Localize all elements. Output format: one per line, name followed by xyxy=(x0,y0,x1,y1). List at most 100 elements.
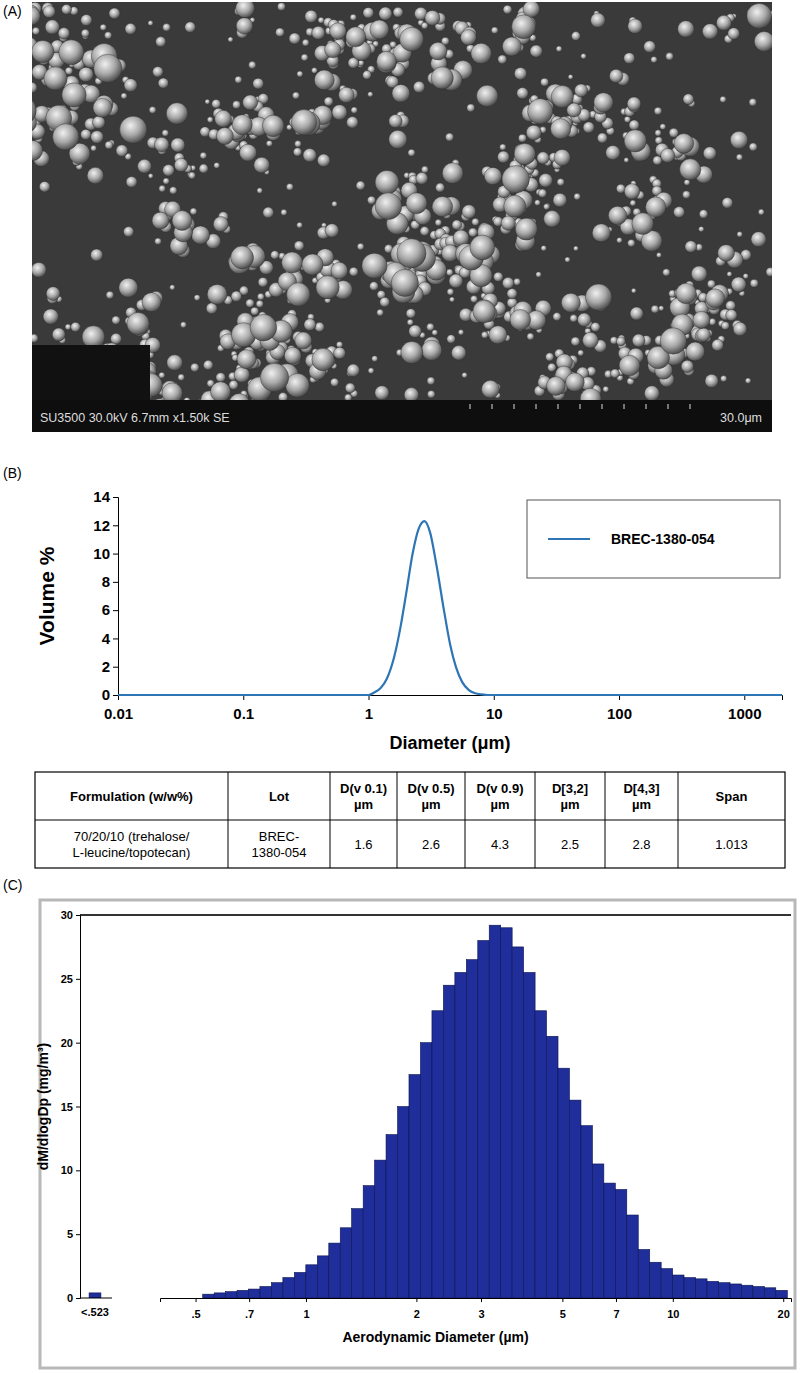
sem-particle xyxy=(539,174,553,188)
y-axis-tick-mark xyxy=(76,1298,80,1299)
histogram-bar xyxy=(455,972,466,1298)
sem-particle xyxy=(553,313,561,321)
sem-particle xyxy=(515,218,537,240)
sem-particle xyxy=(207,117,213,123)
y-axis-tick: 0 xyxy=(102,686,118,703)
histogram-bar xyxy=(386,1135,398,1298)
sem-particle xyxy=(166,103,187,124)
sem-particle xyxy=(644,41,656,53)
y-axis-tick-label: 30 xyxy=(61,909,73,921)
sem-particle xyxy=(284,347,301,364)
y-axis-tick-mark xyxy=(113,497,118,498)
sem-particle xyxy=(491,27,498,34)
histogram-bar xyxy=(627,1215,638,1298)
sem-particle xyxy=(281,209,287,215)
table-header: D[3,2] xyxy=(552,781,588,796)
table-header: µm xyxy=(421,797,440,812)
x-axis-tick-mark xyxy=(249,1298,250,1302)
undersize-bar xyxy=(89,1293,101,1298)
figure: (A)(B)(C)SU3500 30.0kV 6.7mm x1.50k SE30… xyxy=(0,0,800,1373)
histogram-bar xyxy=(294,1272,305,1298)
y-axis-tick-mark xyxy=(76,1170,80,1171)
sem-particle xyxy=(427,323,435,331)
sem-particle xyxy=(502,37,521,56)
sem-particle xyxy=(624,53,635,64)
sem-particle xyxy=(432,330,438,336)
sem-particle xyxy=(737,232,743,238)
sem-scale-tick xyxy=(470,404,471,409)
sem-particle xyxy=(148,21,153,26)
sem-particle xyxy=(163,23,171,31)
sem-particle xyxy=(468,228,477,237)
x-axis-tick-mark xyxy=(562,1298,563,1302)
histogram-bar xyxy=(329,1243,340,1298)
table-header: µm xyxy=(490,797,509,812)
table-header: µm xyxy=(632,797,651,812)
sem-particle xyxy=(646,197,666,217)
table-cell: 4.3 xyxy=(491,837,509,852)
sem-particle xyxy=(404,388,419,400)
sem-particle xyxy=(432,196,452,216)
x-axis-tick-label: 1 xyxy=(303,1308,309,1320)
sem-particle xyxy=(722,197,733,208)
sem-particle xyxy=(481,332,488,339)
sem-particle xyxy=(87,167,104,184)
sem-particle xyxy=(651,56,658,63)
sem-particle xyxy=(163,178,170,185)
sem-particle xyxy=(566,373,585,392)
sem-particle xyxy=(660,328,686,354)
sem-particle xyxy=(389,130,407,148)
table-header: D[4,3] xyxy=(623,781,659,796)
sem-background xyxy=(32,2,772,432)
sem-particle xyxy=(349,267,358,276)
sem-particle xyxy=(585,284,611,310)
sem-particle xyxy=(235,76,242,83)
table-header: D(v 0.5) xyxy=(408,781,455,796)
x-axis-tick: 10 xyxy=(486,695,503,722)
sem-particle xyxy=(170,285,175,290)
sem-particle xyxy=(514,67,526,79)
sem-particle xyxy=(461,29,477,45)
histogram-bar xyxy=(707,1281,718,1298)
x-axis-tick-mark xyxy=(783,1298,784,1302)
x-axis-tick-mark xyxy=(481,1298,482,1302)
sem-particle xyxy=(52,328,65,341)
sem-particle xyxy=(749,143,757,151)
sem-particle xyxy=(421,166,428,173)
sem-particle xyxy=(628,239,636,247)
sem-particle xyxy=(514,144,535,165)
sem-particle xyxy=(315,322,325,332)
sem-particle xyxy=(236,2,255,18)
sem-particle xyxy=(616,184,625,193)
sem-particle xyxy=(500,144,507,151)
sem-particle xyxy=(754,32,772,52)
sem-particle xyxy=(148,174,153,179)
sem-particle xyxy=(400,27,424,51)
sem-particle xyxy=(693,311,710,328)
sem-info: SU3500 30.0kV 6.7mm x1.50k SE xyxy=(40,411,230,425)
sem-particle xyxy=(213,217,228,232)
sem-particle xyxy=(473,300,495,322)
sem-particle xyxy=(427,390,435,398)
sem-particle xyxy=(507,288,517,298)
sem-particle xyxy=(216,128,233,145)
y-axis-tick: 5 xyxy=(67,1228,80,1240)
sem-particle xyxy=(287,283,310,306)
sem-particle xyxy=(678,21,695,38)
sem-particle xyxy=(363,71,372,80)
histogram-bar xyxy=(248,1289,259,1298)
sem-particle xyxy=(81,14,92,25)
sem-particle xyxy=(237,350,256,369)
sem-particle xyxy=(655,130,662,137)
y-axis-tick-label: 0 xyxy=(102,686,110,703)
sem-particle xyxy=(489,326,507,344)
sem-particle xyxy=(720,375,727,382)
sem-particle xyxy=(380,297,390,307)
table-cell: 1.6 xyxy=(354,837,372,852)
table-header: D(v 0.9) xyxy=(477,781,524,796)
sem-particle xyxy=(334,347,346,359)
sem-particle xyxy=(447,289,454,296)
histogram-bar xyxy=(512,947,523,1298)
sem-particle xyxy=(367,196,375,204)
sem-particle xyxy=(362,253,387,278)
